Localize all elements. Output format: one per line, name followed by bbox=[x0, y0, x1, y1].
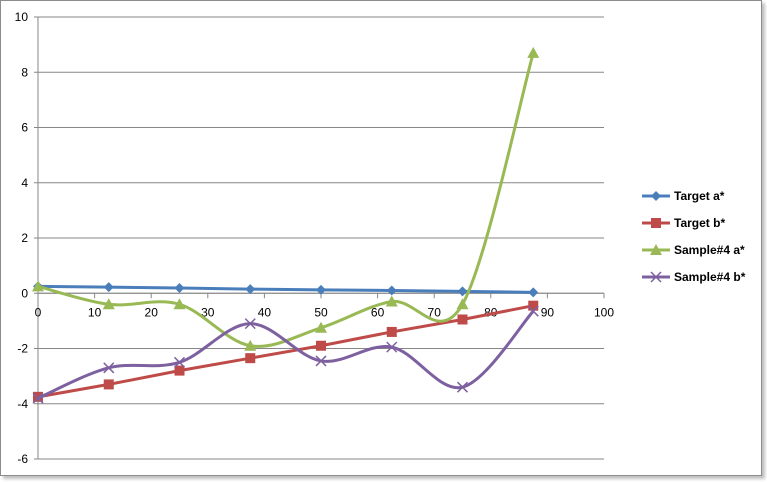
data-point bbox=[244, 318, 256, 330]
legend-item: Sample#4 a* bbox=[642, 243, 745, 257]
data-point bbox=[245, 353, 256, 364]
y-axis-tick-labels: -6 -4 -2 0 2 4 6 8 10 bbox=[15, 10, 29, 466]
data-point bbox=[456, 381, 469, 393]
y-tick-label: -4 bbox=[17, 397, 28, 411]
data-point bbox=[385, 295, 398, 307]
legend-marker bbox=[650, 244, 662, 255]
data-point bbox=[32, 280, 44, 292]
data-point bbox=[32, 392, 44, 404]
data-point bbox=[173, 298, 186, 310]
y-tick-label: 4 bbox=[21, 176, 28, 190]
legend-item: Target a* bbox=[642, 189, 725, 203]
x-tick-label: 90 bbox=[541, 305, 555, 319]
y-tick-label: -2 bbox=[17, 342, 28, 356]
series-line bbox=[37, 284, 534, 294]
x-tick-label: 70 bbox=[428, 305, 442, 319]
series-target-a- bbox=[33, 281, 539, 298]
data-point bbox=[527, 46, 540, 58]
data-point bbox=[102, 298, 115, 310]
x-axis-tick-labels: 0 10 20 30 40 50 60 70 80 90 100 bbox=[35, 305, 615, 319]
x-tick-label: 60 bbox=[371, 305, 385, 319]
x-tick-label: 40 bbox=[258, 305, 272, 319]
y-tick-label: 2 bbox=[21, 231, 28, 245]
data-point bbox=[174, 283, 185, 294]
data-point bbox=[316, 340, 326, 351]
x-tick-label: 50 bbox=[314, 305, 328, 319]
legend-label: Target a* bbox=[674, 189, 725, 203]
legend-marker bbox=[650, 271, 662, 283]
data-point bbox=[244, 339, 257, 351]
legend-marker bbox=[651, 218, 661, 228]
data-point bbox=[245, 284, 256, 295]
x-tick-label: 30 bbox=[201, 305, 215, 319]
legend: Target a* Target b* Sample#4 a* Sample#4 b* bbox=[642, 189, 746, 284]
series-target-b- bbox=[33, 300, 539, 402]
data-point bbox=[315, 355, 327, 367]
legend-item: Target b* bbox=[642, 216, 725, 230]
data-point bbox=[103, 379, 114, 390]
x-tick-label: 10 bbox=[88, 305, 102, 319]
y-tick-label: -6 bbox=[17, 452, 28, 466]
x-tick-label: 20 bbox=[145, 305, 159, 319]
data-point bbox=[174, 365, 185, 376]
legend-label: Target b* bbox=[674, 216, 725, 230]
data-point bbox=[457, 314, 468, 325]
legend-label: Sample#4 a* bbox=[674, 243, 745, 257]
series-line bbox=[37, 304, 534, 399]
series-sample-4-b- bbox=[32, 305, 539, 404]
data-point bbox=[173, 356, 186, 368]
data-point bbox=[386, 285, 397, 296]
data-point bbox=[456, 298, 469, 310]
data-point bbox=[457, 286, 468, 297]
y-tick-label: 6 bbox=[21, 121, 28, 135]
series-sample-4-a- bbox=[32, 46, 540, 351]
data-point bbox=[528, 287, 539, 298]
data-point bbox=[315, 321, 327, 333]
data-point bbox=[386, 326, 397, 337]
data-point bbox=[528, 300, 539, 311]
x-tick-label: 0 bbox=[35, 305, 42, 319]
data-point bbox=[103, 362, 115, 374]
x-tick-label: 100 bbox=[594, 305, 614, 319]
y-tick-label: 8 bbox=[21, 65, 28, 79]
data-point bbox=[386, 341, 398, 353]
y-tick-label: 0 bbox=[21, 286, 28, 300]
data-point bbox=[103, 282, 114, 293]
legend-label: Sample#4 b* bbox=[674, 270, 746, 284]
series-group bbox=[32, 46, 540, 404]
data-point bbox=[316, 284, 326, 295]
legend-marker bbox=[651, 191, 661, 201]
data-point bbox=[527, 305, 539, 317]
legend-item: Sample#4 b* bbox=[642, 270, 746, 284]
y-tick-label: 10 bbox=[15, 10, 29, 24]
